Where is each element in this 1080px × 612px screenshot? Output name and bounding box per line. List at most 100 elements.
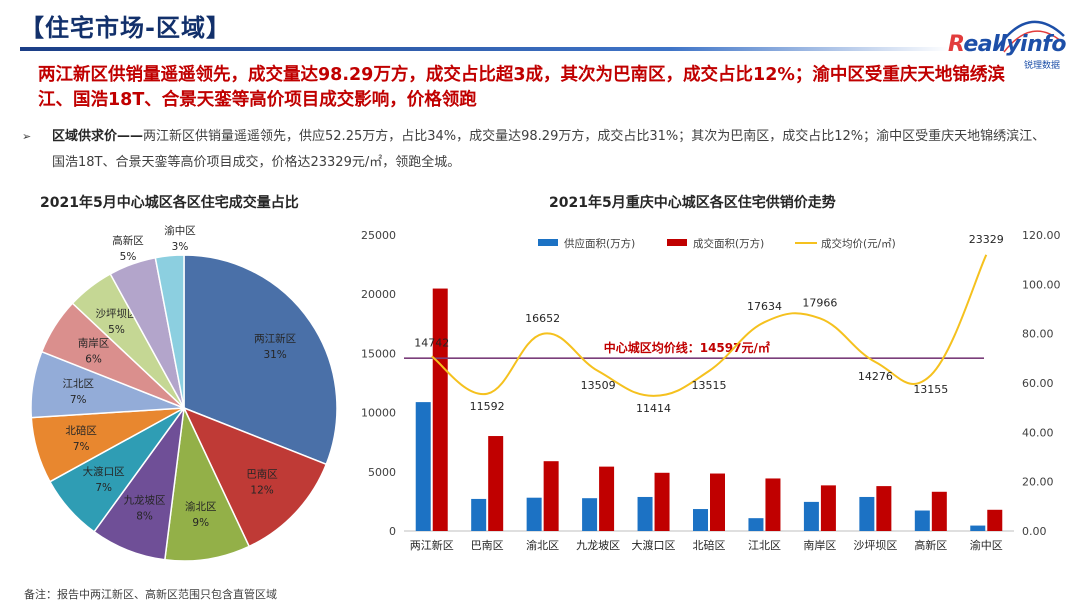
pie-slice-percent: 7% — [95, 482, 112, 494]
price-data-label: 14276 — [858, 370, 893, 383]
supply-bar — [582, 498, 598, 531]
supply-bar — [415, 402, 431, 531]
x-axis-tick-label: 巴南区 — [471, 539, 504, 552]
summary-bullet: ➢ 区域供求价——两江新区供销量遥遥领先，供应52.25万方，占比34%，成交量… — [22, 124, 1057, 176]
pie-slice-label: 渝中区 — [164, 224, 196, 237]
supply-bar — [803, 501, 819, 531]
left-axis-tick-label: 15000 — [361, 347, 396, 360]
average-price-label: 中心城区均价线：14597元/㎡ — [604, 340, 770, 355]
deal-bar — [765, 478, 781, 531]
pie-slice-percent: 12% — [250, 484, 273, 496]
supply-bar — [914, 510, 930, 531]
supply-bar — [970, 525, 986, 531]
x-axis-tick-label: 北碚区 — [693, 538, 726, 552]
pie-slice-label: 渝北区 — [185, 500, 217, 513]
page-title: 【住宅市场-区域】 — [20, 14, 231, 42]
price-data-label: 23329 — [969, 233, 1004, 246]
pie-slice-label: 沙坪坝区 — [95, 307, 137, 320]
pie-chart: 两江新区 31% 巴南区 12% 渝北区 9% 九龙坡区 8% 大渡口区 7% 北碚区 7% 江北区 7%… — [30, 224, 338, 562]
x-axis-tick-label: 渝北区 — [526, 538, 559, 552]
pie-slice-percent: 8% — [136, 511, 153, 523]
legend-label: 成交面积(万方) — [693, 237, 764, 250]
pie-slice-label: 九龙坡区 — [124, 494, 166, 507]
right-axis-tick-label: 20.00 — [1022, 476, 1054, 489]
left-axis-tick-label: 25000 — [361, 229, 396, 242]
x-axis-tick-label: 渝中区 — [970, 538, 1003, 552]
price-trend-line — [431, 254, 988, 397]
deal-bar — [710, 473, 725, 531]
pie-slice-percent: 6% — [85, 354, 102, 366]
legend-swatch — [667, 239, 687, 246]
price-data-label: 14742 — [414, 336, 449, 349]
pie-slice-label: 江北区 — [62, 378, 94, 390]
right-axis-tick-label: 0.00 — [1022, 525, 1047, 538]
deal-bar — [987, 509, 1003, 531]
legend-label: 供应面积(万方) — [564, 237, 635, 250]
pie-slice-label: 高新区 — [112, 234, 144, 247]
logo-arc-icon — [994, 20, 1065, 53]
pie-chart-title: 2021年5月中心城区各区住宅成交量占比 — [40, 195, 299, 211]
pie-slice-percent: 5% — [120, 251, 137, 263]
pie-slice-percent: 31% — [263, 349, 286, 361]
right-axis-tick-label: 100.00 — [1022, 278, 1061, 291]
right-axis-tick-label: 80.00 — [1022, 328, 1054, 341]
supply-bar — [748, 518, 764, 531]
pie-slice-label: 南岸区 — [78, 337, 110, 350]
price-data-label: 11414 — [636, 402, 671, 415]
pie-slice — [154, 254, 185, 409]
pie-slice — [183, 254, 338, 466]
left-axis-tick-label: 10000 — [361, 407, 396, 420]
deal-bar — [654, 472, 670, 531]
combo-chart: 0 5000 10000 15000 20000 25000 0.00 20.00 40.00 6… — [361, 229, 1061, 552]
price-data-label: 17634 — [747, 300, 782, 313]
combo-chart-title: 2021年5月重庆中心城区各区住宅供销价走势 — [549, 195, 836, 211]
supply-bar — [859, 496, 875, 531]
price-data-label: 16652 — [525, 312, 560, 325]
pie-slice-label: 巴南区 — [246, 467, 278, 480]
headline: 两江新区供销量遥遥领先，成交量达98.29万方，成交占比超3成，其次为巴南区，成… — [38, 65, 1005, 110]
deal-bar — [432, 288, 448, 531]
left-axis-tick-label: 5000 — [368, 466, 396, 479]
left-axis-tick-label: 0 — [389, 525, 396, 538]
supply-bar — [637, 496, 653, 531]
right-axis-tick-label: 40.00 — [1022, 426, 1054, 439]
left-axis-tick-label: 20000 — [361, 288, 396, 301]
deal-bar — [543, 461, 559, 531]
price-data-label: 13515 — [692, 379, 727, 392]
pie-slice — [182, 406, 328, 548]
x-axis-tick-label: 两江新区 — [410, 538, 454, 552]
price-data-label: 13509 — [581, 379, 616, 392]
deal-bar — [599, 466, 615, 531]
pie-slice — [163, 405, 251, 562]
deal-bar — [488, 436, 504, 531]
price-data-label: 17966 — [802, 296, 837, 309]
title-rule — [20, 47, 950, 51]
footnote: 备注：报告中两江新区、高新区范围只包含直管区域 — [24, 588, 277, 601]
deal-bar — [931, 491, 947, 531]
x-axis-tick-label: 九龙坡区 — [576, 539, 620, 552]
bullet-arrow-icon: ➢ — [22, 130, 32, 143]
x-axis-tick-label: 南岸区 — [803, 539, 836, 552]
supply-bar — [471, 498, 487, 531]
deal-bar — [876, 486, 892, 531]
pie-slice-percent: 7% — [70, 394, 87, 406]
supply-bar — [526, 497, 542, 531]
legend-swatch — [538, 239, 558, 246]
deal-bar — [820, 485, 836, 531]
right-axis-tick-label: 60.00 — [1022, 377, 1054, 390]
x-axis-tick-label: 大渡口区 — [632, 538, 676, 552]
supply-bar — [693, 509, 708, 531]
pie-slice-percent: 5% — [108, 324, 125, 336]
pie-slice-label: 北碚区 — [65, 424, 97, 437]
pie-slice-percent: 9% — [192, 517, 209, 529]
brand-logo: Reallyinfo 锐理数据 — [948, 20, 1066, 71]
logo-text: Reallyinfo — [948, 32, 1066, 57]
pie-slice-label: 两江新区 — [254, 332, 296, 345]
x-axis-tick-label: 沙坪坝区 — [853, 538, 897, 552]
x-axis-tick-label: 江北区 — [748, 539, 781, 552]
pie-slice-label: 大渡口区 — [83, 465, 125, 478]
bullet-text: 两江新区供销量遥遥领先，供应52.25万方，占比34%，成交量达98.29万方，… — [52, 129, 1046, 170]
pie-slice-percent: 3% — [172, 241, 189, 253]
x-axis-tick-label: 高新区 — [914, 538, 947, 552]
price-data-label: 11592 — [470, 400, 505, 413]
